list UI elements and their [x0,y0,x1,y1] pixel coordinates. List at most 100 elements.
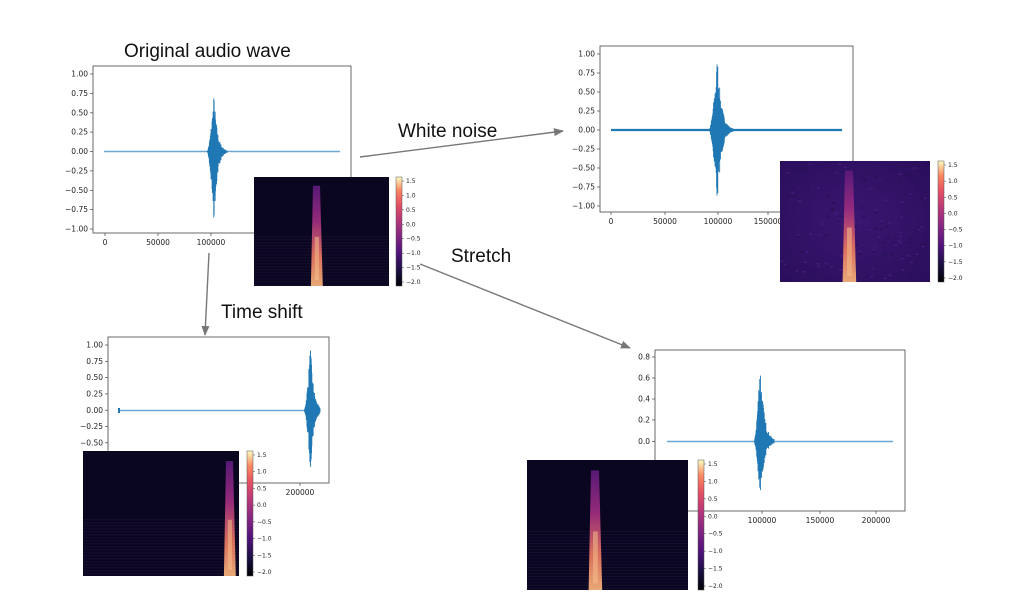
noise-speck [855,244,859,246]
colorbar-tick-label: −1.5 [406,265,421,272]
stretch-spectrogram: 1.5 1.0 0.5 0.0 −0.5 −1.0 −1.5 −2.0 [527,459,723,591]
noise-speck [826,215,830,218]
noise-speck [899,242,903,244]
noise-speck [854,225,858,228]
noise-speck [871,267,875,270]
y-tick-label: −1.00 [572,202,595,211]
colorbar-tick-label: 1.5 [708,461,718,468]
y-tick-label: 0.75 [578,69,595,78]
noise-speck [910,261,913,264]
y-tick-label: 0.50 [578,88,595,97]
noise-speck [875,227,878,229]
noise-speck [917,228,921,231]
noise-speck [840,171,844,174]
colorbar-tick-label: −0.5 [406,236,421,243]
noise-speck [919,197,923,199]
y-tick-label: 0.50 [86,373,103,382]
original-audio-wave-label: Original audio wave [124,41,291,62]
colorbar-tick-label: −2.0 [708,583,723,590]
x-tick-label: 100000 [748,516,777,525]
energy-streak [223,461,236,576]
colorbar-tick-label: 1.0 [257,469,267,476]
x-tick-label: 150000 [806,516,835,525]
noise-speck [792,195,796,197]
colorbar-tick-label: −1.0 [257,536,272,543]
time-shift-label: Time shift [221,302,303,323]
noise-speck [907,242,911,244]
signal-burst [206,98,228,218]
noise-speck [865,276,869,278]
noise-speck [884,199,888,202]
noise-speck [867,172,871,175]
noise-speck [805,170,809,172]
signal-burst [303,350,321,467]
noise-speck [826,161,830,163]
y-tick-label: 0.00 [578,126,595,135]
noise-speck [820,223,824,225]
colorbar-tick-label: 0.5 [948,194,958,201]
noise-speck [900,216,903,219]
x-tick-label: 200000 [862,516,891,525]
noise-speck [907,274,911,277]
y-tick-label: −0.50 [65,186,88,195]
y-tick-label: 0.25 [71,128,88,137]
x-tick-label: 50000 [653,217,677,226]
colorbar [246,450,254,577]
arrow-to-stretch [419,263,631,349]
energy-core [314,236,319,281]
noise-speck [787,195,791,197]
x-tick-label: 0 [103,238,108,247]
energy-core [847,227,852,276]
colorbar-tick-label: −2.0 [406,279,421,286]
noise-speck [888,222,891,224]
noise-speck [874,175,878,178]
y-tick-label: −0.75 [65,205,88,214]
noise-speck [886,226,890,228]
y-tick-label: 0.25 [578,107,595,116]
noise-speck [923,203,927,206]
noise-speck [901,269,905,271]
noise-speck [802,271,806,273]
noise-speck [871,248,875,251]
y-tick-label: −0.25 [572,145,595,154]
colorbar-tick-label: −0.5 [257,519,272,526]
noise-speck [899,231,903,233]
noise-speck [839,269,843,271]
noise-speck [797,168,801,171]
colorbar-tick-label: −0.5 [948,227,963,234]
noise-speck [908,193,912,195]
original-spectrogram: 1.5 1.0 0.5 0.0 −0.5 −1.0 −1.5 −2.0 [254,176,421,287]
noise-speck [908,237,912,240]
noise-speck [901,166,905,168]
noise-speck [872,228,876,230]
colorbar [937,160,945,283]
noise-speck [874,211,878,214]
noise-speck [890,254,894,256]
noise-speck [797,185,801,187]
noise-speck [825,262,829,265]
noise-speck [783,263,787,266]
noise-speck [796,234,800,236]
colorbar-tick-label: −2.0 [948,275,963,282]
noise-speck [877,236,881,238]
colorbar-tick-label: −1.5 [708,566,723,573]
arrows [201,128,631,349]
original-waveform-panel: 1.00 0.75 0.50 0.25 0.00 −0.25 −0.50 −0.75 −1.00… [65,65,352,247]
noise-speck [886,238,890,240]
y-tick-label: 0.4 [638,395,650,404]
white-noise-spectrogram: 1.5 1.0 0.5 0.0 −0.5 −1.0 −1.5 −2.0 [780,160,963,283]
white-noise-label: White noise [398,121,498,142]
noise-speck [843,166,847,169]
noise-speck [809,233,813,235]
signal-burst [708,64,734,196]
noise-speck [898,173,902,175]
noise-speck [797,235,801,238]
energy-core [593,531,598,584]
colorbar-tick-label: 1.0 [948,178,958,185]
x-tick-label: 200000 [286,488,315,497]
y-tick-label: 0.6 [638,374,650,383]
noise-speck [826,195,830,197]
noise-speck [884,255,888,257]
noise-speck [899,235,903,238]
y-tick-label: −0.50 [80,438,103,447]
